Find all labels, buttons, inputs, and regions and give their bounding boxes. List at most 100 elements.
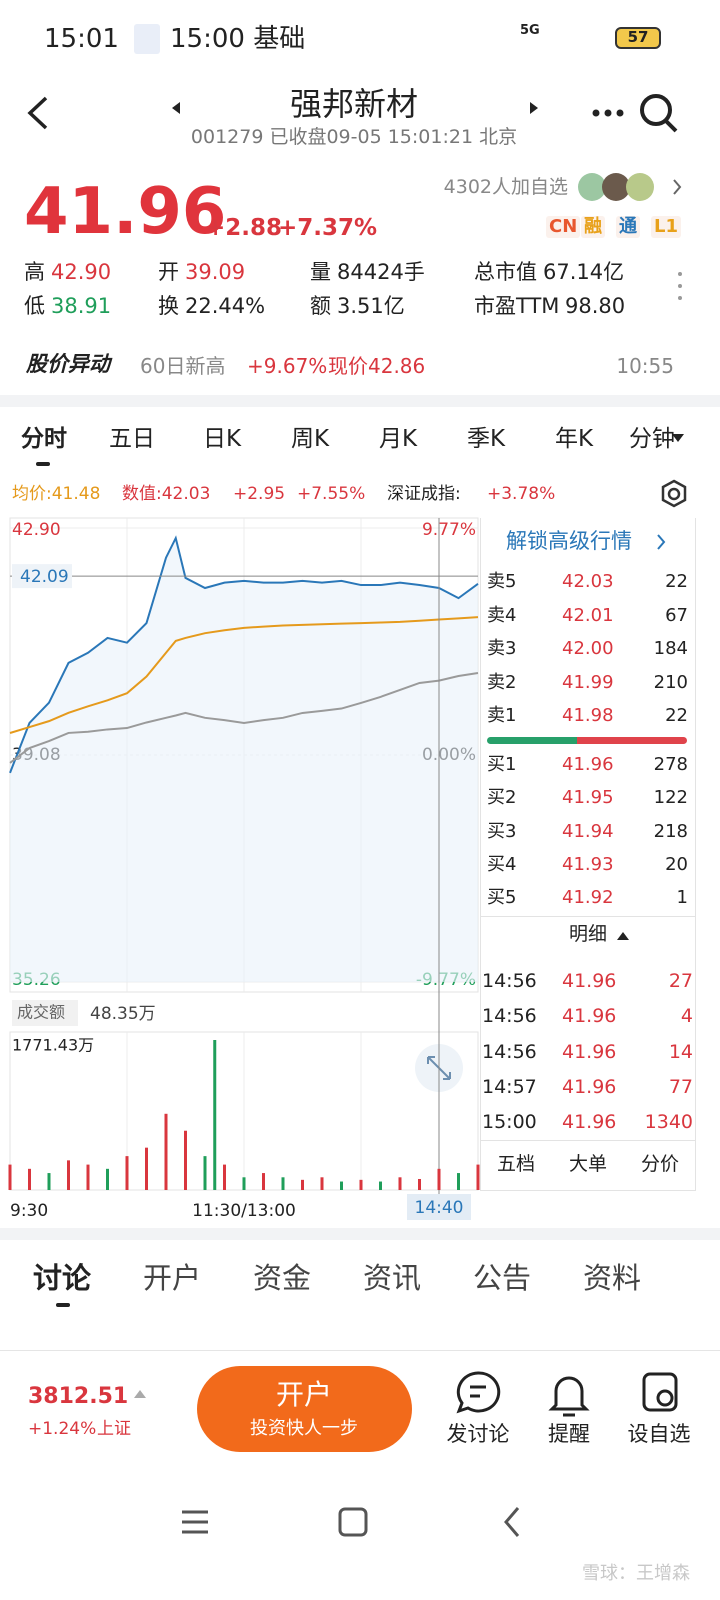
alert-price: 现价42.86: [328, 354, 426, 378]
action-label[interactable]: 发讨论: [446, 1422, 510, 1446]
volume-bar: [184, 1130, 187, 1190]
chart-tab[interactable]: 分时: [21, 426, 67, 452]
badge: CN: [546, 216, 581, 238]
volume-bar: [106, 1168, 109, 1190]
y2-tick-label: 9.77%: [422, 520, 476, 540]
dropdown-icon[interactable]: [672, 434, 684, 442]
book-tab[interactable]: 五档: [496, 1153, 536, 1175]
volume-bar: [242, 1177, 246, 1190]
ask-label: 卖2: [487, 672, 517, 693]
volume-current: 48.35万: [90, 1004, 156, 1024]
action-icons[interactable]: [456, 1371, 678, 1417]
stat-value: 42.90: [51, 260, 112, 284]
book-tab[interactable]: 大单: [568, 1153, 608, 1175]
trade-qty: 1340: [644, 1111, 693, 1134]
open-account-button[interactable]: [197, 1366, 412, 1452]
cta-subtitle[interactable]: 投资快人一步: [250, 1418, 358, 1439]
action-label[interactable]: 提醒: [548, 1422, 590, 1446]
chart-tab[interactable]: 五日: [109, 426, 155, 452]
ask-price: 41.98: [562, 705, 614, 726]
crosshair-x-label: 14:40: [415, 1198, 464, 1218]
search-icon[interactable]: [640, 94, 678, 133]
trade-time: 14:57: [482, 1075, 537, 1098]
section-tab[interactable]: 讨论: [32, 1261, 92, 1295]
cta-title[interactable]: 开户: [275, 1378, 333, 1411]
ask-label: 卖3: [487, 638, 517, 659]
volume-bar: [359, 1179, 363, 1190]
sort-icon[interactable]: [617, 932, 629, 940]
ask-qty: 67: [665, 605, 688, 626]
alert-change: +9.67%: [247, 354, 328, 378]
trade-price: 41.96: [562, 1075, 617, 1098]
stat-value: 3.51亿: [337, 294, 405, 318]
section-tab[interactable]: 公告: [472, 1261, 532, 1295]
trade-price: 41.96: [562, 970, 617, 992]
section-tab[interactable]: 资料: [582, 1261, 642, 1295]
volume-bar: [145, 1147, 148, 1190]
stat-label: 高: [24, 260, 45, 284]
back-icon[interactable]: [27, 96, 48, 130]
ask-qty: 210: [653, 672, 688, 693]
section-tab[interactable]: 资金: [252, 1261, 312, 1295]
stat-value: 98.80: [565, 294, 626, 318]
index-change: +3.78%: [487, 484, 556, 504]
chart-tab[interactable]: 年K: [554, 426, 594, 452]
chevron[interactable]: [673, 179, 682, 195]
volume-bar: [379, 1181, 382, 1190]
trade-price: 41.96: [562, 1040, 617, 1063]
chart-tab[interactable]: 季K: [466, 426, 506, 452]
ask-price: 41.99: [562, 672, 614, 693]
avatars: [578, 173, 654, 201]
chart-tab[interactable]: 日K: [202, 426, 242, 452]
volume-bar: [418, 1178, 421, 1190]
series-line: [9, 616, 479, 734]
series-line: [9, 535, 479, 774]
bid-price: 41.92: [562, 887, 614, 908]
crosshair-label-bg: [12, 564, 72, 589]
chart-tab[interactable]: 周K: [290, 426, 330, 452]
volume-bar: [320, 1177, 324, 1190]
stat-label: 低: [24, 294, 45, 318]
bid-qty: 278: [653, 754, 688, 775]
chevron[interactable]: [657, 534, 666, 550]
trade-qty: 77: [668, 1075, 693, 1098]
book-tab[interactable]: 分价: [640, 1153, 680, 1175]
action-label[interactable]: 设自选: [627, 1422, 691, 1446]
chart-tab[interactable]: 月K: [378, 426, 418, 452]
ask-qty: 22: [665, 705, 688, 726]
volume-bar: [457, 1173, 460, 1190]
section-tab[interactable]: 资讯: [362, 1261, 422, 1295]
volume-bar: [203, 1156, 207, 1190]
chart-tab[interactable]: 分钟: [629, 426, 675, 452]
tab-indicator: [36, 462, 50, 466]
settings-icon[interactable]: [661, 479, 687, 508]
trade-time: 14:56: [482, 1005, 537, 1028]
stat-label: 总市值: [474, 260, 537, 284]
x-tick-label: 11:30/13:00: [192, 1201, 296, 1221]
bid-price: 41.96: [562, 754, 614, 775]
stat-value: 22.44%: [185, 294, 266, 318]
ask-qty: 184: [653, 638, 688, 659]
bid-price: 41.93: [562, 854, 614, 875]
last-price: 41.96: [24, 175, 227, 249]
section-tab[interactable]: 开户: [142, 1261, 202, 1295]
crosshair-y-label: 42.09: [20, 567, 69, 587]
volume-bar: [164, 1113, 168, 1190]
unlock-link[interactable]: 解锁高级行情: [506, 529, 632, 553]
nav-buttons[interactable]: [182, 1507, 520, 1537]
divider: [0, 1228, 720, 1240]
bid-ask-ratio-bar: [487, 737, 687, 744]
divider: [480, 916, 695, 917]
index-value: 3812.51: [28, 1384, 129, 1409]
status-icons: [134, 24, 661, 54]
trade-time: 14:56: [482, 1040, 537, 1063]
badge: L1: [651, 216, 681, 238]
more-icon[interactable]: [592, 109, 624, 117]
volume-bar: [476, 1164, 480, 1190]
price-change: +2.88: [206, 215, 283, 241]
divider: [0, 395, 720, 407]
expand-dots[interactable]: [678, 272, 682, 300]
order-book: [480, 518, 696, 1191]
volume-bar: [213, 1040, 217, 1190]
